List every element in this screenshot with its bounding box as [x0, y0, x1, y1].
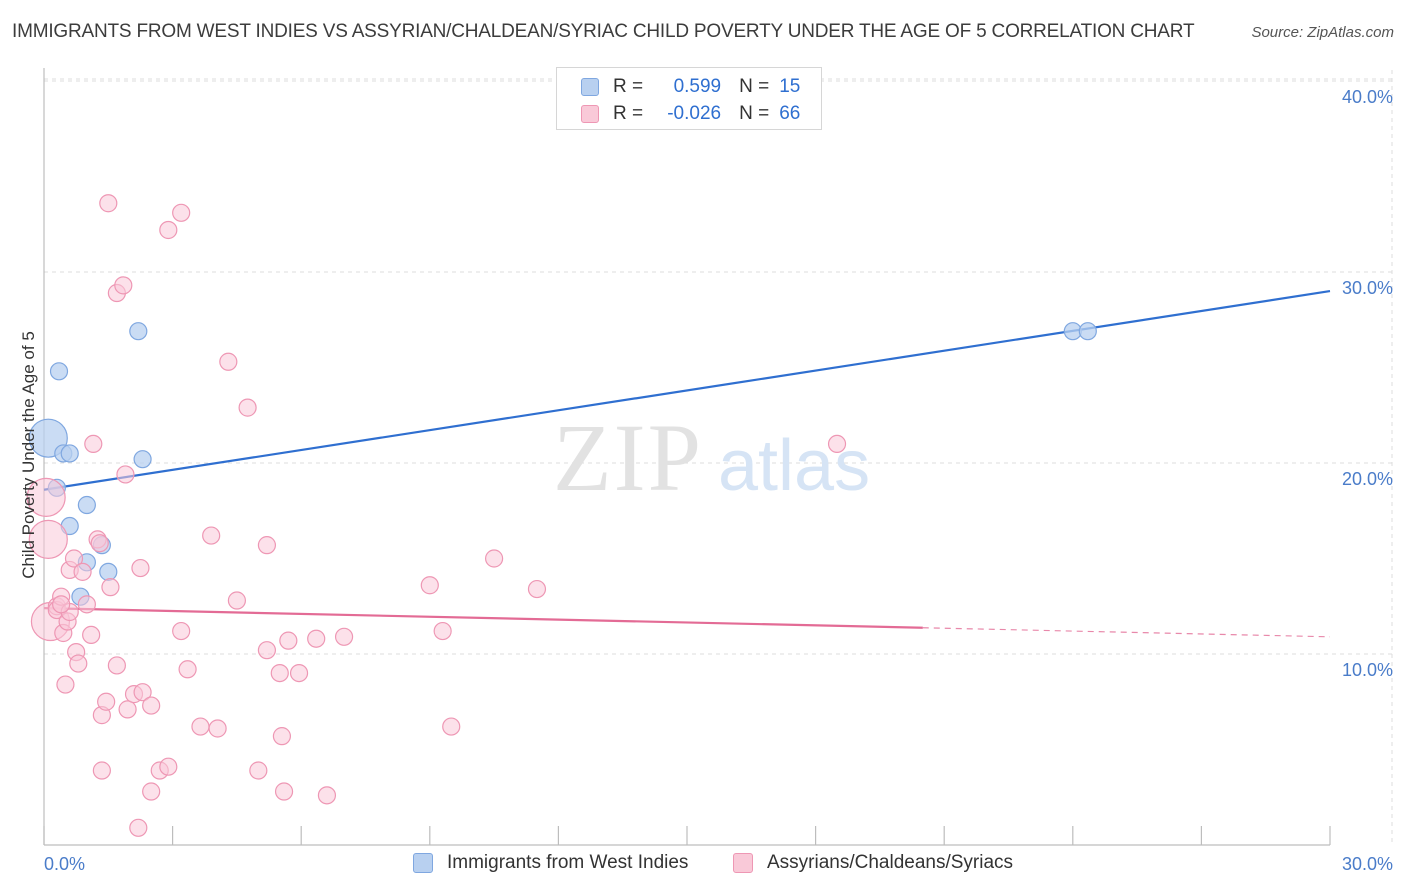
data-point-pink [97, 692, 116, 711]
data-point-blue [99, 562, 118, 581]
r-label: R = [613, 76, 644, 97]
data-point-pink [92, 761, 111, 780]
data-point-pink [307, 629, 326, 648]
trend-line-extension-pink [922, 627, 1331, 638]
data-point-pink [90, 534, 109, 553]
source-label: Source: ZipAtlas.com [1251, 24, 1394, 41]
data-point-pink [238, 398, 257, 417]
data-point-pink [101, 578, 120, 597]
data-point-pink [289, 663, 309, 683]
chart-title: IMMIGRANTS FROM WEST INDIES VS ASSYRIAN/… [12, 21, 1195, 42]
data-point-pink [178, 660, 197, 679]
data-point-blue [77, 495, 96, 515]
data-point-pink [116, 465, 135, 484]
data-point-pink [433, 621, 452, 641]
pink-swatch [733, 853, 753, 873]
data-point-pink [172, 203, 191, 222]
data-point-pink [202, 526, 221, 545]
y-tick-label: 40.0% [1342, 87, 1393, 107]
data-point-pink [64, 549, 84, 568]
y-tick-label: 30.0% [1342, 278, 1393, 298]
data-point-pink [257, 536, 277, 555]
n-value: 66 [779, 103, 801, 124]
data-point-pink [69, 654, 88, 673]
data-point-pink [56, 675, 75, 694]
watermark-zip: ZIP [553, 404, 703, 511]
tick-labels: 10.0% 20.0% 30.0% 40.0% 0.0% 30.0% [44, 87, 1393, 874]
data-point-pink [77, 595, 96, 614]
data-point-pink [272, 727, 292, 746]
trend-line-pink [43, 607, 923, 629]
data-point-pink [28, 519, 68, 560]
data-point-pink [527, 579, 547, 599]
legend-label: Immigrants from West Indies [447, 852, 689, 873]
data-point-blue [1078, 322, 1097, 341]
data-point-pink [208, 719, 227, 738]
legend-item-west-indies[interactable]: Immigrants from West Indies [413, 852, 688, 874]
data-point-pink [73, 562, 92, 581]
data-point-pink [159, 757, 178, 776]
data-point-pink [133, 683, 152, 702]
trend-line-blue [43, 290, 1331, 491]
pink-swatch [581, 105, 599, 123]
data-point-pink [485, 549, 504, 568]
data-point-pink [219, 352, 238, 371]
grid-lines [44, 70, 1393, 845]
data-point-pink [84, 434, 103, 453]
n-label: N = [739, 76, 770, 97]
data-point-pink [82, 625, 101, 645]
legend-row-west-indies: R = 0.599 N = 15 [581, 74, 800, 100]
x-tick-label: 30.0% [1342, 854, 1393, 874]
blue-swatch [413, 853, 433, 873]
data-point-pink [118, 700, 137, 719]
r-value: 0.599 [673, 76, 722, 97]
legend-item-assyrians[interactable]: Assyrians/Chaldeans/Syriacs [733, 852, 1013, 874]
blue-swatch [581, 78, 599, 96]
data-point-pink [131, 558, 150, 578]
data-point-pink [159, 220, 178, 240]
data-point-pink [142, 696, 161, 715]
watermark: ZIP atlas [553, 404, 870, 511]
watermark-atlas: atlas [718, 426, 870, 506]
data-point-pink [52, 595, 71, 614]
data-point-pink [129, 818, 148, 837]
data-point-pink [172, 621, 191, 641]
data-point-pink [274, 782, 294, 801]
y-axis-label: Child Poverty Under the Age of 5 [19, 331, 38, 579]
data-point-pink [191, 717, 210, 736]
data-point-pink [26, 477, 66, 517]
legend-row-assyrians: R = -0.026 N = 66 [581, 101, 800, 127]
trend-lines [43, 290, 1331, 638]
series-legend: Immigrants from West Indies Assyrians/Ch… [0, 852, 1406, 878]
data-point-blue [129, 322, 148, 341]
r-label: R = [613, 103, 644, 124]
data-point-pink [420, 576, 439, 595]
data-points [26, 194, 1097, 837]
n-value: 15 [779, 76, 801, 97]
r-value: -0.026 [667, 103, 722, 124]
data-point-pink [142, 782, 161, 801]
correlation-legend: R = 0.599 N = 15 R = -0.026 N = 66 [556, 67, 822, 130]
data-point-pink [279, 631, 298, 650]
y-tick-label: 20.0% [1342, 469, 1393, 489]
data-point-pink [99, 194, 118, 213]
legend-label: Assyrians/Chaldeans/Syriacs [767, 852, 1014, 873]
data-point-pink [257, 641, 277, 660]
data-point-pink [114, 276, 133, 295]
data-point-pink [442, 717, 461, 736]
y-tick-label: 10.0% [1342, 660, 1393, 680]
data-point-pink [107, 656, 126, 675]
data-point-pink [249, 761, 268, 780]
data-point-pink [270, 663, 289, 683]
n-label: N = [739, 103, 770, 124]
data-point-pink [227, 591, 246, 610]
x-tick-label: 0.0% [44, 854, 85, 874]
data-point-blue [133, 450, 152, 469]
data-point-blue [49, 362, 69, 381]
data-point-blue [60, 444, 79, 463]
data-point-pink [334, 627, 354, 646]
data-point-pink [317, 786, 337, 805]
data-point-pink [827, 434, 847, 453]
